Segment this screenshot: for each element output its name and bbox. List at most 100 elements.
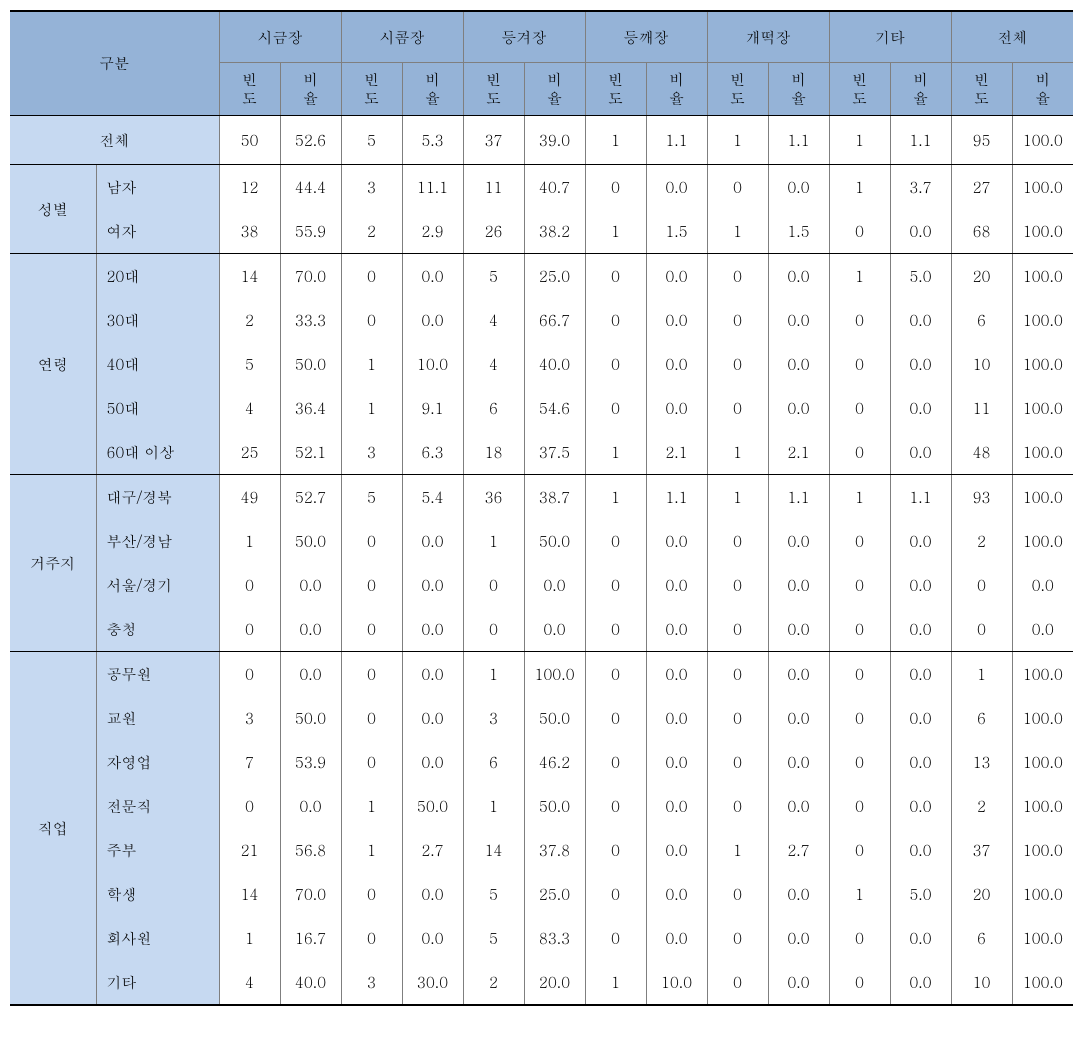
data-cell: 54.6 (524, 386, 585, 430)
data-cell: 0.0 (646, 165, 707, 210)
data-cell: 4 (463, 342, 524, 386)
data-cell: 5.3 (402, 116, 463, 165)
subcategory-label: 서울/경기 (96, 563, 219, 607)
data-cell: 0.0 (402, 652, 463, 697)
data-cell: 5 (341, 116, 402, 165)
data-cell: 53.9 (280, 740, 341, 784)
data-cell: 25 (219, 430, 280, 475)
data-cell: 0.0 (646, 519, 707, 563)
data-cell: 0.0 (890, 828, 951, 872)
data-cell: 6 (951, 298, 1012, 342)
data-cell: 100.0 (1012, 828, 1073, 872)
data-cell: 1.5 (768, 209, 829, 254)
data-cell: 0.0 (402, 298, 463, 342)
data-cell: 0 (585, 784, 646, 828)
data-cell: 40.7 (524, 165, 585, 210)
data-cell: 0 (829, 916, 890, 960)
data-cell: 0 (585, 563, 646, 607)
data-cell: 0.0 (402, 254, 463, 299)
data-cell: 33.3 (280, 298, 341, 342)
data-cell: 49 (219, 475, 280, 520)
data-cell: 0 (219, 652, 280, 697)
data-cell: 93 (951, 475, 1012, 520)
data-cell: 0.0 (646, 784, 707, 828)
data-cell: 0 (341, 652, 402, 697)
data-cell: 0.0 (280, 784, 341, 828)
data-cell: 100.0 (1012, 519, 1073, 563)
data-cell: 1.5 (646, 209, 707, 254)
data-cell: 0 (585, 696, 646, 740)
subcategory-label: 회사원 (96, 916, 219, 960)
data-cell: 70.0 (280, 872, 341, 916)
data-cell: 39.0 (524, 116, 585, 165)
data-cell: 50.0 (524, 696, 585, 740)
data-cell: 0 (585, 916, 646, 960)
data-cell: 0.0 (646, 342, 707, 386)
data-cell: 0.0 (646, 740, 707, 784)
data-cell: 0 (829, 563, 890, 607)
data-cell: 0 (585, 740, 646, 784)
data-cell: 5 (463, 872, 524, 916)
data-cell: 0.0 (524, 607, 585, 652)
data-cell: 1.1 (646, 116, 707, 165)
subcategory-label: 학생 (96, 872, 219, 916)
data-cell: 13 (951, 740, 1012, 784)
data-cell: 0.0 (890, 740, 951, 784)
data-cell: 0 (707, 960, 768, 1005)
data-cell: 0.0 (402, 916, 463, 960)
header-biyul: 비 율 (280, 63, 341, 116)
subcategory-label: 공무원 (96, 652, 219, 697)
data-cell: 5.4 (402, 475, 463, 520)
data-cell: 50.0 (280, 696, 341, 740)
data-cell: 0 (829, 652, 890, 697)
data-cell: 0.0 (890, 298, 951, 342)
data-cell: 0 (585, 872, 646, 916)
data-cell: 2 (219, 298, 280, 342)
data-cell: 0.0 (768, 165, 829, 210)
data-cell: 0 (707, 740, 768, 784)
data-cell: 0.0 (890, 696, 951, 740)
data-cell: 0 (341, 519, 402, 563)
data-cell: 0.0 (768, 386, 829, 430)
data-cell: 16.7 (280, 916, 341, 960)
data-cell: 2.1 (768, 430, 829, 475)
data-cell: 0 (707, 872, 768, 916)
total-label: 전체 (10, 116, 219, 165)
data-cell: 1 (585, 116, 646, 165)
data-cell: 0.0 (280, 563, 341, 607)
header-group-5: 기타 (829, 11, 951, 63)
subcategory-label: 전문직 (96, 784, 219, 828)
header-biyul: 비 율 (1012, 63, 1073, 116)
data-cell: 25.0 (524, 254, 585, 299)
data-cell: 0 (951, 563, 1012, 607)
data-cell: 50.0 (524, 519, 585, 563)
data-cell: 1 (341, 342, 402, 386)
data-cell: 0.0 (768, 696, 829, 740)
data-cell: 100.0 (1012, 696, 1073, 740)
data-cell: 0.0 (890, 519, 951, 563)
data-cell: 3 (219, 696, 280, 740)
data-cell: 2.1 (646, 430, 707, 475)
data-cell: 100.0 (1012, 872, 1073, 916)
data-cell: 0 (707, 519, 768, 563)
data-cell: 44.4 (280, 165, 341, 210)
data-cell: 0.0 (646, 872, 707, 916)
data-cell: 0.0 (1012, 607, 1073, 652)
data-cell: 11 (951, 386, 1012, 430)
header-biyul: 비 율 (890, 63, 951, 116)
data-cell: 0.0 (646, 607, 707, 652)
data-cell: 100.0 (1012, 342, 1073, 386)
data-cell: 0 (829, 430, 890, 475)
data-cell: 5.0 (890, 872, 951, 916)
data-cell: 0.0 (890, 916, 951, 960)
data-cell: 0 (707, 342, 768, 386)
data-cell: 2 (951, 519, 1012, 563)
data-cell: 0 (585, 298, 646, 342)
table-header: 구분 시금장 시콤장 등겨장 등깨장 개떡장 기타 전체 빈 도비 율빈 도비 … (10, 11, 1073, 116)
data-cell: 10 (951, 342, 1012, 386)
data-cell: 0 (341, 916, 402, 960)
data-cell: 0.0 (890, 960, 951, 1005)
data-cell: 26 (463, 209, 524, 254)
data-cell: 6.3 (402, 430, 463, 475)
data-cell: 0.0 (646, 254, 707, 299)
